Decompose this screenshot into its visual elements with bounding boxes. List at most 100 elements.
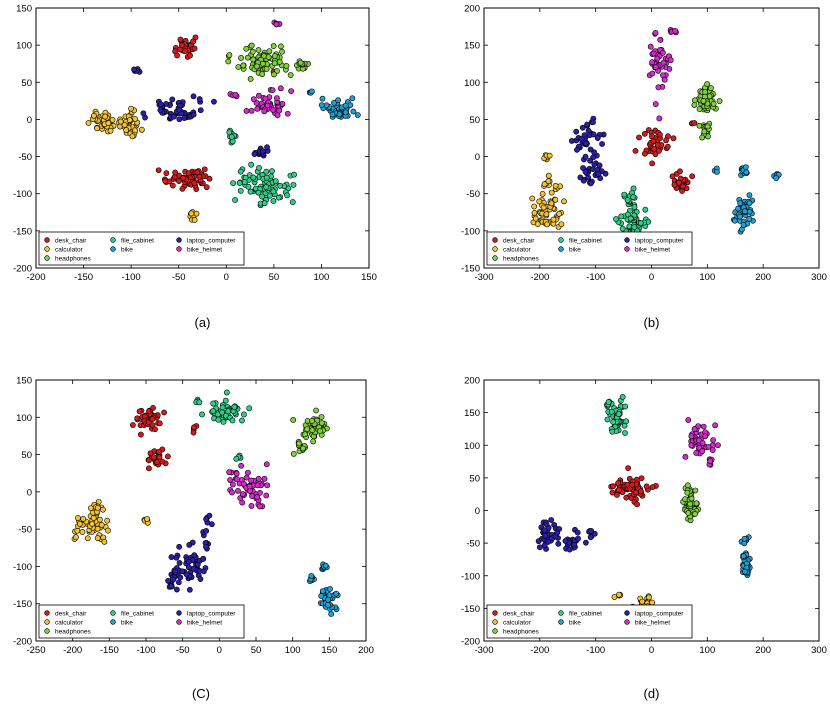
point-desk_chair xyxy=(623,494,630,501)
point-headphones xyxy=(699,134,706,141)
point-bike xyxy=(746,215,753,222)
point-file_cabinet xyxy=(289,199,296,205)
point-bike_helmet xyxy=(652,30,659,36)
point-bike_helmet xyxy=(256,503,263,510)
point-file_cabinet xyxy=(225,408,232,415)
point-bike_helmet xyxy=(246,483,253,490)
point-bike_helmet xyxy=(232,91,239,98)
legend-marker-calculator xyxy=(492,619,498,625)
point-headphones xyxy=(688,495,695,502)
point-desk_chair xyxy=(177,36,184,43)
y-tick-label: 0 xyxy=(475,152,480,163)
point-file_cabinet xyxy=(269,168,275,175)
x-tick-label: -250 xyxy=(26,645,45,656)
point-bike_helmet xyxy=(227,477,233,483)
point-calculator xyxy=(531,203,538,210)
legend-label-bike_helmet: bike_helmet xyxy=(187,246,222,253)
point-bike_helmet xyxy=(672,28,679,34)
point-laptop_computer xyxy=(574,529,581,536)
y-tick-label: -100 xyxy=(13,562,32,573)
point-desk_chair xyxy=(610,483,617,490)
point-laptop_computer xyxy=(583,140,590,147)
point-file_cabinet xyxy=(237,168,244,175)
point-file_cabinet xyxy=(621,191,628,198)
point-laptop_computer xyxy=(176,116,183,123)
point-calculator xyxy=(80,516,87,522)
point-headphones xyxy=(318,420,325,426)
legend-marker-bike xyxy=(558,246,564,252)
point-laptop_computer xyxy=(594,135,601,141)
point-laptop_computer xyxy=(157,107,164,114)
point-desk_chair xyxy=(203,184,210,191)
point-laptop_computer xyxy=(587,180,594,187)
legend-label-bike_helmet: bike_helmet xyxy=(187,619,222,626)
point-file_cabinet xyxy=(290,181,297,188)
x-tick-label: -200 xyxy=(530,272,549,283)
point-desk_chair xyxy=(172,48,179,55)
point-file_cabinet xyxy=(270,188,277,195)
point-headphones xyxy=(304,426,310,432)
point-headphones xyxy=(259,60,266,67)
point-laptop_computer xyxy=(179,568,186,575)
point-file_cabinet xyxy=(613,216,619,222)
point-calculator xyxy=(144,516,150,522)
point-calculator xyxy=(76,520,83,527)
x-tick-label: -300 xyxy=(474,645,493,656)
point-file_cabinet xyxy=(259,193,265,200)
point-laptop_computer xyxy=(140,110,147,117)
point-laptop_computer xyxy=(131,66,138,73)
point-calculator xyxy=(94,504,101,511)
point-desk_chair xyxy=(185,170,192,177)
legend: desk_chair calculator headphones file_cabin… xyxy=(486,231,693,266)
point-calculator xyxy=(87,505,94,511)
legend-marker-desk_chair xyxy=(44,237,50,243)
point-file_cabinet xyxy=(630,194,637,200)
point-desk_chair xyxy=(625,465,632,472)
point-laptop_computer xyxy=(583,539,589,546)
legend-marker-laptop_computer xyxy=(176,610,182,616)
point-bike xyxy=(308,573,315,579)
point-laptop_computer xyxy=(177,574,184,581)
point-bike_helmet xyxy=(655,84,662,91)
panel-caption: (b) xyxy=(644,315,660,330)
point-bike_helmet xyxy=(234,476,240,483)
point-bike xyxy=(335,97,341,104)
point-bike xyxy=(741,208,748,215)
point-file_cabinet xyxy=(250,174,257,181)
point-desk_chair xyxy=(146,457,152,464)
point-file_cabinet xyxy=(219,404,226,411)
x-tick-label: -100 xyxy=(136,645,155,656)
point-bike_helmet xyxy=(244,469,251,476)
legend-marker-file_cabinet xyxy=(110,237,116,243)
point-bike xyxy=(342,102,349,109)
point-laptop_computer xyxy=(588,527,595,534)
legend-label-calculator: calculator xyxy=(55,619,84,626)
x-tick-label: -150 xyxy=(100,645,119,656)
point-laptop_computer xyxy=(196,96,203,102)
y-tick-label: -150 xyxy=(13,599,32,610)
legend-label-bike: bike xyxy=(121,619,133,626)
point-file_cabinet xyxy=(622,430,628,436)
point-bike_helmet xyxy=(685,417,692,423)
legend-marker-laptop_computer xyxy=(624,610,630,616)
point-desk_chair xyxy=(147,450,154,457)
point-bike_helmet xyxy=(660,59,667,66)
point-file_cabinet xyxy=(263,168,270,175)
point-bike_helmet xyxy=(693,450,700,456)
point-bike xyxy=(350,108,357,115)
point-desk_chair xyxy=(190,38,196,45)
point-laptop_computer xyxy=(208,521,215,528)
x-tick-label: 0 xyxy=(649,272,654,283)
point-calculator xyxy=(548,189,555,196)
point-laptop_computer xyxy=(197,576,204,583)
point-desk_chair xyxy=(179,185,186,192)
point-headphones xyxy=(318,414,325,420)
point-bike_helmet xyxy=(263,492,270,499)
point-file_cabinet xyxy=(622,403,629,410)
legend-marker-bike xyxy=(110,246,116,252)
point-file_cabinet xyxy=(236,180,243,186)
legend-marker-bike_helmet xyxy=(176,619,182,625)
point-desk_chair xyxy=(677,168,683,175)
point-calculator xyxy=(90,515,97,521)
point-bike xyxy=(737,213,744,220)
